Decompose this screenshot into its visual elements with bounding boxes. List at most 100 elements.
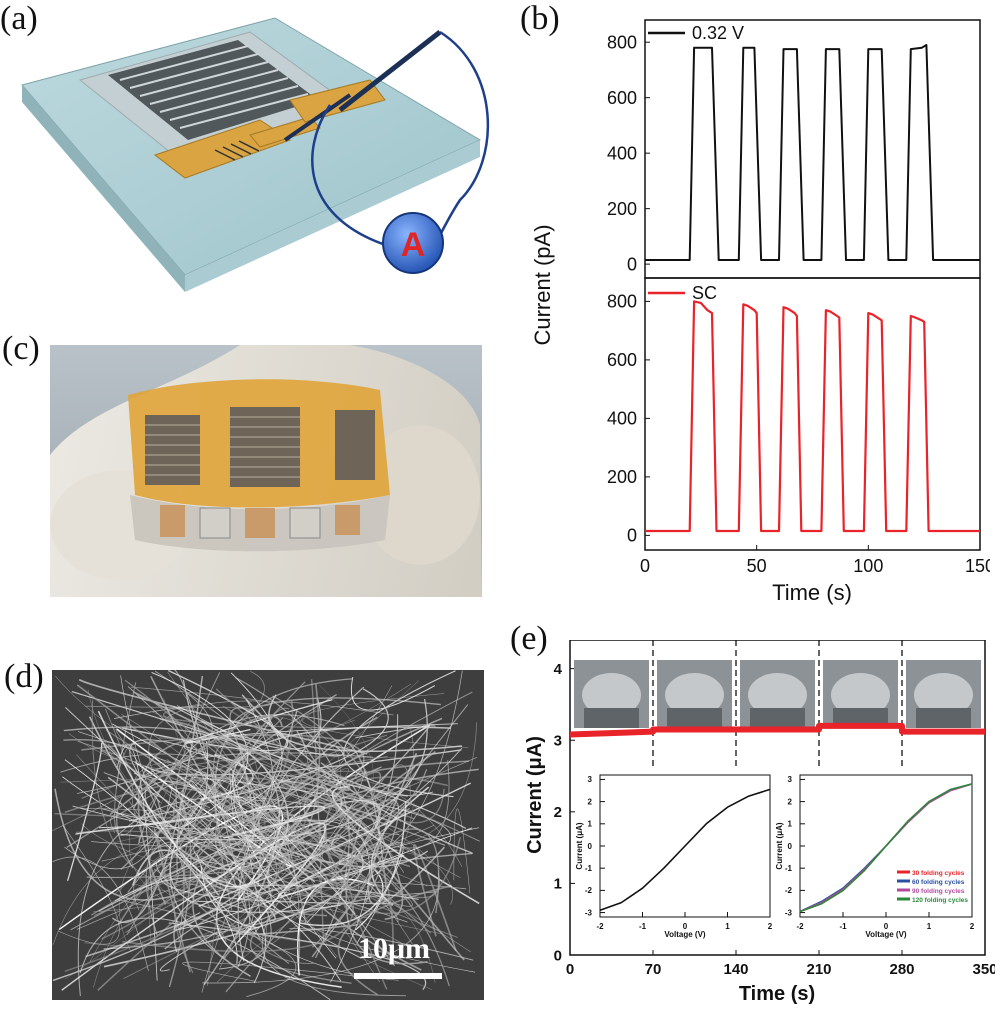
panel-label-b: (b) <box>520 0 560 37</box>
nanowire <box>173 884 419 953</box>
y-tick-label: -1 <box>585 864 593 873</box>
nanowire <box>235 677 350 959</box>
nanowire <box>288 699 318 753</box>
inset-y-title: Current (μA) <box>575 822 584 869</box>
x-tick-label: 70 <box>645 961 662 978</box>
flexible-device-photo <box>50 345 482 597</box>
nanowire <box>133 861 390 911</box>
nanowire <box>215 688 445 824</box>
nanowire <box>143 779 314 964</box>
folding-photo-sample <box>914 673 973 717</box>
nanowire <box>148 788 362 907</box>
nanowire <box>114 877 342 982</box>
inset-x-title: Voltage (V) <box>865 930 907 939</box>
nanowire <box>296 730 416 800</box>
nanowire <box>263 840 415 962</box>
nanowire <box>212 743 233 911</box>
nanowire <box>156 799 410 895</box>
y-tick-label: 1 <box>588 820 593 829</box>
nanowire <box>137 736 268 905</box>
scale-bar-label: 10μm <box>358 932 430 965</box>
nanowire <box>114 706 195 719</box>
legend-label: 90 folding cycles <box>912 888 965 895</box>
nanowire <box>79 917 331 1000</box>
series-line-0 <box>599 788 771 912</box>
scale-bar <box>354 973 442 979</box>
x-tick-label: 350 <box>972 961 995 978</box>
nanowire <box>198 782 471 907</box>
panel-label-a: (a) <box>0 0 38 37</box>
nanowire <box>328 771 381 803</box>
x-axis-title: Time (s) <box>739 983 815 1005</box>
nanowire <box>351 676 436 711</box>
nanowire <box>176 767 288 875</box>
nanowire <box>236 897 371 935</box>
nanowire <box>343 670 456 798</box>
nanowire <box>58 824 120 945</box>
nanowire <box>76 684 291 861</box>
nanowire <box>258 733 323 872</box>
folding-photo-sample <box>582 673 641 717</box>
nanowire <box>68 683 412 771</box>
x-tick-label: 0 <box>683 922 688 931</box>
nanowire <box>185 717 419 759</box>
nanowire <box>54 810 212 819</box>
y-tick-label: 200 <box>607 199 637 219</box>
x-tick-label: 2 <box>768 922 773 931</box>
nanowire <box>181 799 307 925</box>
y-tick-label: 3 <box>588 775 593 784</box>
nanowire <box>331 785 480 905</box>
y-tick-label: 2 <box>588 797 593 806</box>
nanowire <box>78 678 368 755</box>
nanowire <box>153 825 435 888</box>
nanowire <box>63 726 281 986</box>
nanowire <box>216 893 436 983</box>
nanowire <box>61 822 326 991</box>
x-tick-label: -2 <box>796 922 804 931</box>
x-tick-label: 50 <box>747 556 767 576</box>
y-tick-label: 800 <box>607 292 637 312</box>
x-axis-title: Time (s) <box>772 580 852 605</box>
nanowire <box>66 771 208 870</box>
series-line-0 <box>645 300 980 533</box>
nanowire <box>116 752 373 869</box>
nanowire <box>323 739 387 889</box>
nanowire <box>260 763 425 859</box>
chart-e: 0 1 2 3 4 0 70 140 210 280 350 Current (μA) Time (s)… <box>515 639 998 1010</box>
nanowire <box>109 715 283 816</box>
nanowire <box>320 783 465 961</box>
y-tick-label: 3 <box>554 732 562 749</box>
nanowire <box>215 724 431 988</box>
nanowire <box>355 725 436 739</box>
nanowire <box>367 752 446 906</box>
y-tick-label: 0 <box>788 842 793 851</box>
nanowire <box>201 698 322 750</box>
x-tick-label: 280 <box>889 961 914 978</box>
nanowire <box>261 789 406 997</box>
nanowire <box>202 870 440 984</box>
nanowire <box>93 837 273 917</box>
nanowire <box>164 852 473 950</box>
y-tick-label: -2 <box>785 886 793 895</box>
y-tick-label: 1 <box>788 820 793 829</box>
y-tick-label: 0 <box>627 526 637 546</box>
nanowire <box>251 881 467 928</box>
nanowire <box>84 686 272 708</box>
inset-x-title: Voltage (V) <box>664 930 706 939</box>
nanowire <box>243 844 413 907</box>
folding-photo-sample <box>831 673 890 717</box>
nanowire <box>150 710 453 905</box>
y-tick-label: -1 <box>785 864 793 873</box>
x-tick-label: -1 <box>639 922 647 931</box>
x-tick-label: 1 <box>927 922 932 931</box>
y-axis-title: Current (μA) <box>524 736 546 854</box>
x-tick-label: 0 <box>640 556 650 576</box>
nanowire <box>299 801 407 927</box>
ammeter-symbol: A <box>401 226 426 264</box>
nanowire <box>233 796 356 915</box>
nanowire <box>124 679 432 934</box>
nanowire <box>153 684 374 872</box>
y-tick-label: 2 <box>554 804 562 821</box>
y-tick-label: 200 <box>607 467 637 487</box>
nanowire <box>144 749 462 776</box>
